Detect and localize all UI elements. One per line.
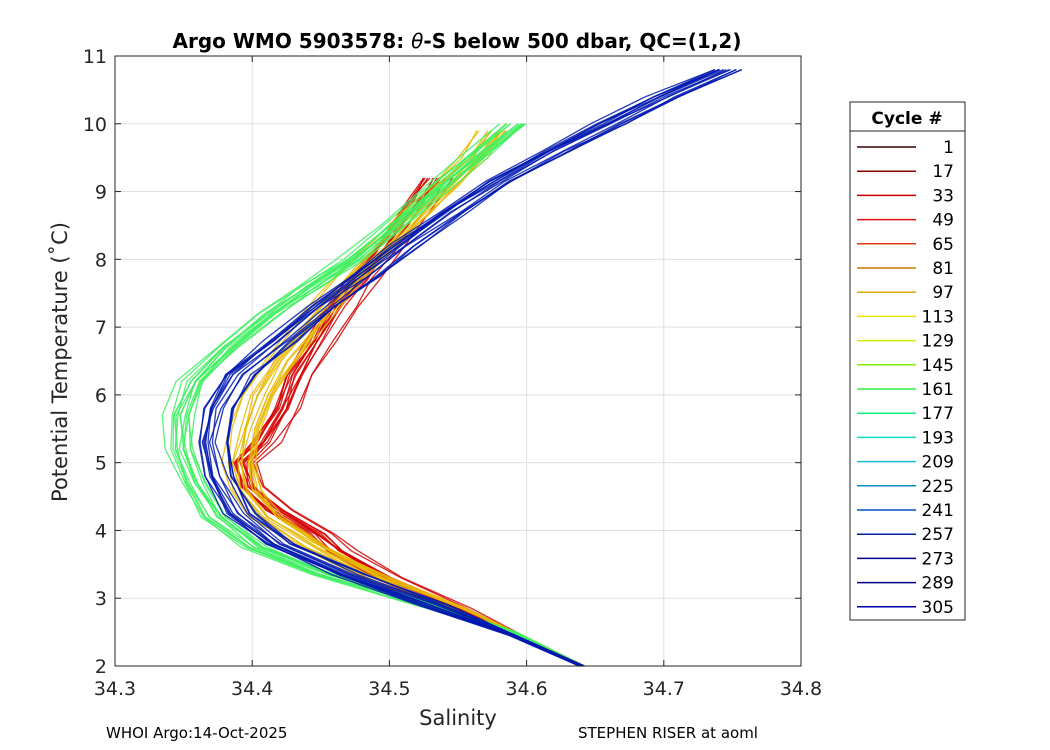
legend-label: 161 <box>922 380 954 400</box>
legend-label: 289 <box>922 574 954 594</box>
x-tick-label: 34.3 <box>94 678 136 700</box>
profile-line <box>199 68 715 667</box>
profile-line <box>198 69 720 667</box>
profile-line <box>173 123 582 667</box>
y-tick-label: 7 <box>95 317 107 339</box>
legend-label: 257 <box>922 525 954 545</box>
profile-line <box>226 69 737 667</box>
legend-label: 273 <box>922 549 954 569</box>
legend-label: 177 <box>922 404 954 424</box>
y-tick-label: 9 <box>95 182 107 204</box>
x-tick-label: 34.5 <box>368 678 410 700</box>
y-tick-label: 6 <box>95 385 107 407</box>
y-tick-label: 10 <box>83 114 107 136</box>
profile-line <box>247 130 585 667</box>
profile-group <box>161 123 585 667</box>
profile-line <box>214 69 731 667</box>
profile-lines <box>161 68 743 667</box>
y-tick-label: 11 <box>83 46 107 68</box>
legend-label: 81 <box>932 259 954 279</box>
footer-right: STEPHEN RISER at aoml <box>578 724 758 742</box>
legend-title: Cycle # <box>871 109 942 129</box>
legend-label: 65 <box>932 235 954 255</box>
y-axis-label: Potential Temperature (˚C) <box>48 222 72 502</box>
title-prefix: Argo WMO 5903578: <box>173 29 412 53</box>
y-tick-label: 2 <box>95 656 107 678</box>
legend: Cycle # 1 17 33 49 65 81 97 113 129 145 161 177 193 2… <box>849 101 966 621</box>
x-tick-label: 34.6 <box>505 678 547 700</box>
y-tick-label: 8 <box>95 249 107 271</box>
y-tick-label: 3 <box>95 588 107 610</box>
legend-label: 113 <box>922 307 954 327</box>
profile-line <box>226 69 742 667</box>
legend-label: 209 <box>922 453 954 473</box>
title-suffix: -S below 500 dbar, QC=(1,2) <box>423 29 741 53</box>
axis-ticks: 34.3 34.4 34.5 34.6 34.7 34.8 2 3 4 5 6 7 8 9 10 11 <box>83 46 822 700</box>
chart-title: Argo WMO 5903578: θ-S below 500 dbar, QC… <box>173 29 742 53</box>
axes-box <box>114 55 802 667</box>
legend-entries: 1 17 33 49 65 81 97 113 129 145 161 177 193 209 225 241… <box>857 138 954 618</box>
profile-line <box>254 130 586 667</box>
legend-label: 1 <box>943 138 954 158</box>
profile-line <box>161 123 580 667</box>
profile-group <box>198 68 743 667</box>
legend-label: 49 <box>932 211 954 231</box>
x-axis-label: Salinity <box>419 706 497 730</box>
footer-left: WHOI Argo:14-Oct-2025 <box>106 724 288 742</box>
profile-line <box>252 177 585 667</box>
title-theta: θ <box>411 29 423 53</box>
legend-label: 193 <box>922 428 954 448</box>
legend-label: 225 <box>922 477 954 497</box>
legend-label: 129 <box>922 332 954 352</box>
profile-line <box>207 69 719 667</box>
profile-line <box>251 130 585 667</box>
legend-label: 145 <box>922 356 954 376</box>
y-tick-label: 4 <box>95 520 107 542</box>
legend-label: 17 <box>932 162 954 182</box>
x-tick-label: 34.4 <box>231 678 273 700</box>
y-tick-label: 5 <box>95 453 107 475</box>
profile-line <box>170 123 581 667</box>
legend-label: 33 <box>932 186 954 206</box>
profile-line <box>211 69 730 667</box>
legend-label: 241 <box>922 501 954 521</box>
x-tick-label: 34.8 <box>780 678 822 700</box>
legend-label: 305 <box>922 598 954 618</box>
x-tick-label: 34.7 <box>643 678 685 700</box>
profile-line <box>187 123 584 667</box>
legend-label: 97 <box>932 283 954 303</box>
